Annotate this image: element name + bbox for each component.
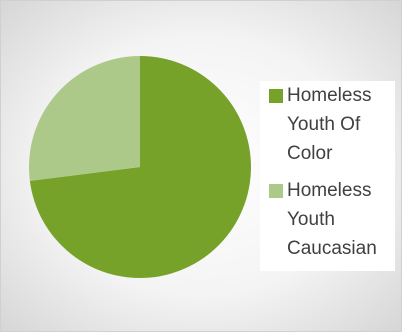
legend-label-line: Caucasian	[287, 238, 377, 259]
legend-label-line: Color	[287, 143, 333, 164]
legend-label-line: Youth Of	[287, 114, 361, 135]
legend-label-line: Homeless	[287, 180, 372, 201]
legend-entry-youth-of-color: Homeless Youth Of Color	[260, 81, 395, 168]
legend: Homeless Youth Of Color Homeless Youth C…	[260, 81, 395, 271]
legend-swatch-youth-of-color	[269, 89, 283, 103]
legend-label-line: Homeless	[287, 85, 372, 106]
pie-slice-homeless-youth-caucasian	[28, 56, 140, 181]
legend-label-line: Youth	[287, 209, 335, 230]
legend-swatch-youth-caucasian	[269, 184, 283, 198]
legend-entry-youth-caucasian: Homeless Youth Caucasian	[260, 176, 395, 263]
pie-slice-homeless-youth-of-color	[29, 56, 252, 278]
